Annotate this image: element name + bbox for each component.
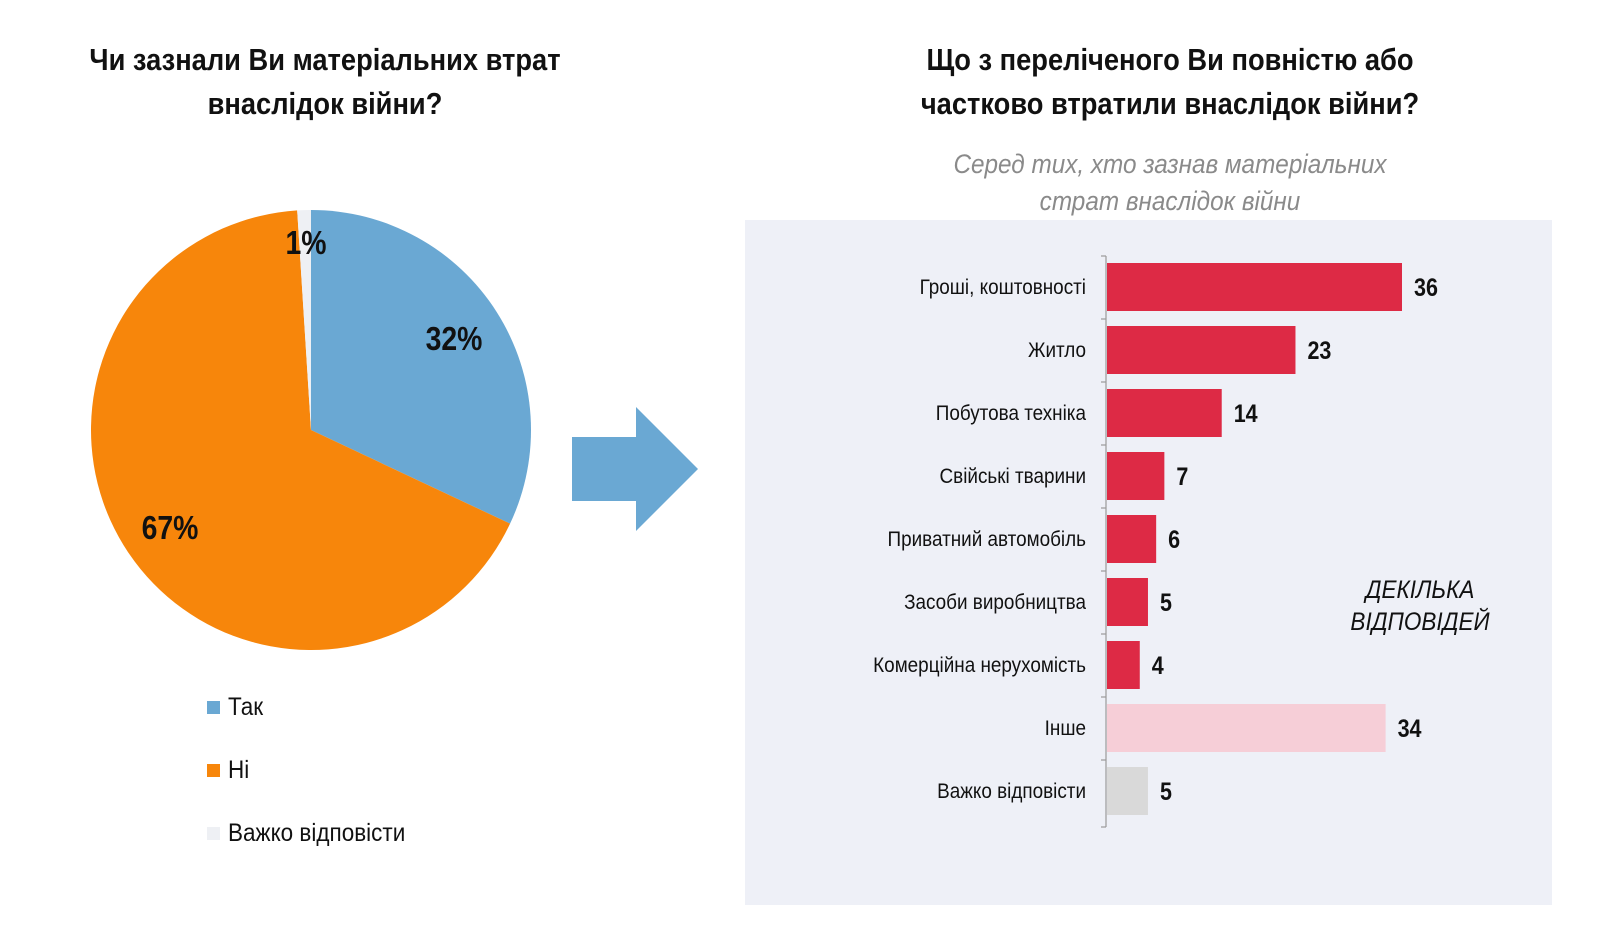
bar (1107, 515, 1157, 563)
arrow-right-shape (572, 407, 698, 531)
bar-value-label: 5 (1160, 777, 1172, 805)
legend-item-yes: Так (207, 676, 425, 739)
bar-value-label: 6 (1168, 525, 1180, 553)
bar-chart-subtitle: Серед тих, хто зазнав матеріальних страт… (891, 146, 1449, 220)
bar-value-label: 23 (1307, 336, 1331, 364)
bar-category-label: Важко відповісти (937, 780, 1086, 803)
arrow-right-icon (572, 407, 698, 531)
bar-value-label: 14 (1234, 399, 1258, 427)
pie-legend: Так Ні Важко відповісти (207, 676, 425, 865)
bar-category-label: Побутова техніка (936, 402, 1087, 425)
bar-value-label: 7 (1176, 462, 1188, 490)
legend-label-yes: Так (228, 693, 264, 721)
bar (1107, 578, 1148, 626)
multiple-answers-note: ДЕКІЛЬКА ВІДПОВІДЕЙ (1330, 574, 1510, 638)
legend-swatch-no (207, 764, 220, 777)
bar (1107, 641, 1140, 689)
legend-label-hard-to-say: Важко відповісти (228, 819, 406, 847)
pie-chart: 32% 67% 1% (90, 210, 531, 650)
bar-title-line-1: Що з переліченого Ви повністю або (926, 42, 1414, 77)
subtitle-line-1: Серед тих, хто зазнав матеріальних (953, 149, 1387, 179)
bar (1107, 326, 1296, 374)
bar (1107, 263, 1402, 311)
pie-slice-hard-to-say (297, 210, 311, 430)
legend-item-hard-to-say: Важко відповісти (207, 802, 425, 865)
pie-label-no: 67% (142, 509, 199, 547)
bar (1107, 452, 1165, 500)
pie-slice-yes (311, 210, 531, 524)
subtitle-line-2: страт внаслідок війни (1039, 186, 1301, 216)
bar-value-label: 36 (1414, 273, 1438, 301)
bar-category-label: Гроші, коштовності (920, 276, 1086, 299)
bar-value-label: 34 (1398, 714, 1422, 742)
bar-chart-title: Що з переліченого Ви повністю або частко… (862, 38, 1478, 126)
pie-label-hard-to-say: 1% (285, 224, 326, 262)
bar-category-label: Свійські тварини (940, 465, 1086, 488)
pie-slice-no (90, 210, 511, 650)
pie-label-yes: 32% (426, 320, 483, 358)
legend-swatch-hard-to-say (207, 827, 220, 840)
bar-value-label: 4 (1152, 651, 1164, 679)
bar-title-line-2: частково втратили внаслідок війни? (920, 86, 1420, 121)
bar (1107, 704, 1386, 752)
legend-swatch-yes (207, 701, 220, 714)
legend-item-no: Ні (207, 739, 425, 802)
pie-chart-title: Чи зазнали Ви матеріальних втрат внаслід… (57, 38, 594, 126)
bar (1107, 767, 1148, 815)
pie-title-line-2: внаслідок війни? (207, 86, 443, 121)
note-line-2: ВІДПОВІДЕЙ (1350, 608, 1490, 636)
bar-category-label: Комерційна нерухомість (873, 654, 1086, 677)
bar-category-label: Засоби виробництва (904, 591, 1087, 614)
bar-category-label: Приватний автомобіль (888, 528, 1086, 551)
bar (1107, 389, 1222, 437)
bar-category-label: Інше (1045, 717, 1086, 740)
pie-title-line-1: Чи зазнали Ви матеріальних втрат (89, 42, 561, 77)
bar-category-label: Житло (1028, 339, 1086, 362)
bar-value-label: 5 (1160, 588, 1172, 616)
legend-label-no: Ні (228, 756, 250, 784)
note-line-1: ДЕКІЛЬКА (1365, 576, 1475, 604)
